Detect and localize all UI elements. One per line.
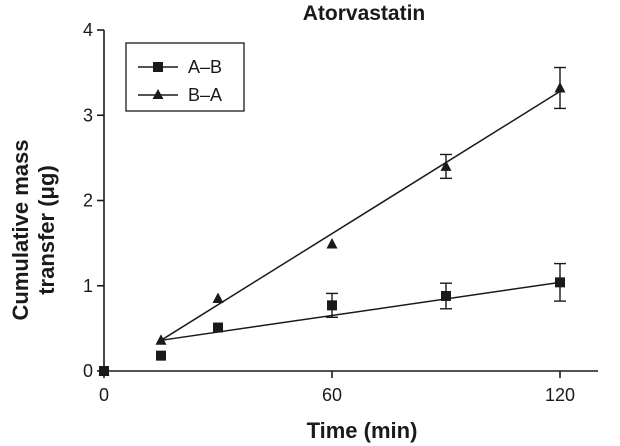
data-point-a-b [213,322,223,333]
y-tick-label: 4 [83,20,93,40]
plot-area: 0 1 2 3 4 0 60 120 [83,20,598,405]
data-point-b-a [554,81,566,93]
data-point-b-a [440,160,452,171]
y-tick-label: 1 [83,276,93,296]
fit-line-b-a [160,90,561,341]
y-axis-label: Cumulative mass transfer (μg) [8,140,59,321]
y-tick-label: 2 [83,191,93,211]
data-point-a-b [156,350,166,361]
data-point-a-b [555,277,565,288]
fit-line-a-b [160,281,561,342]
x-axis-label: Time (min) [307,418,418,443]
data-point-b-a [155,334,167,345]
x-tick-label: 0 [99,385,109,405]
data-point-b-a [326,237,338,249]
y-tick-label: 0 [83,361,93,381]
x-tick-label: 120 [545,385,575,405]
data-point-b-a [212,292,224,304]
chart-title: Atorvastatin [303,2,426,25]
legend: A–B B–A [125,42,245,112]
y-tick-label: 3 [83,105,93,125]
data-point-a-b [327,300,337,311]
y-axis-label-line-2: transfer (μg) [34,165,59,295]
data-point-a-b [441,290,451,301]
data-point-b-a [98,365,110,376]
legend-triangle-marker [152,89,164,99]
x-tick-label: 60 [322,385,342,405]
legend-square-marker [153,62,163,72]
legend-label-a-b: A–B [188,57,222,77]
legend-box [125,42,245,112]
legend-label-b-a: B–A [188,85,222,105]
y-axis-label-line-1: Cumulative mass [8,140,33,321]
